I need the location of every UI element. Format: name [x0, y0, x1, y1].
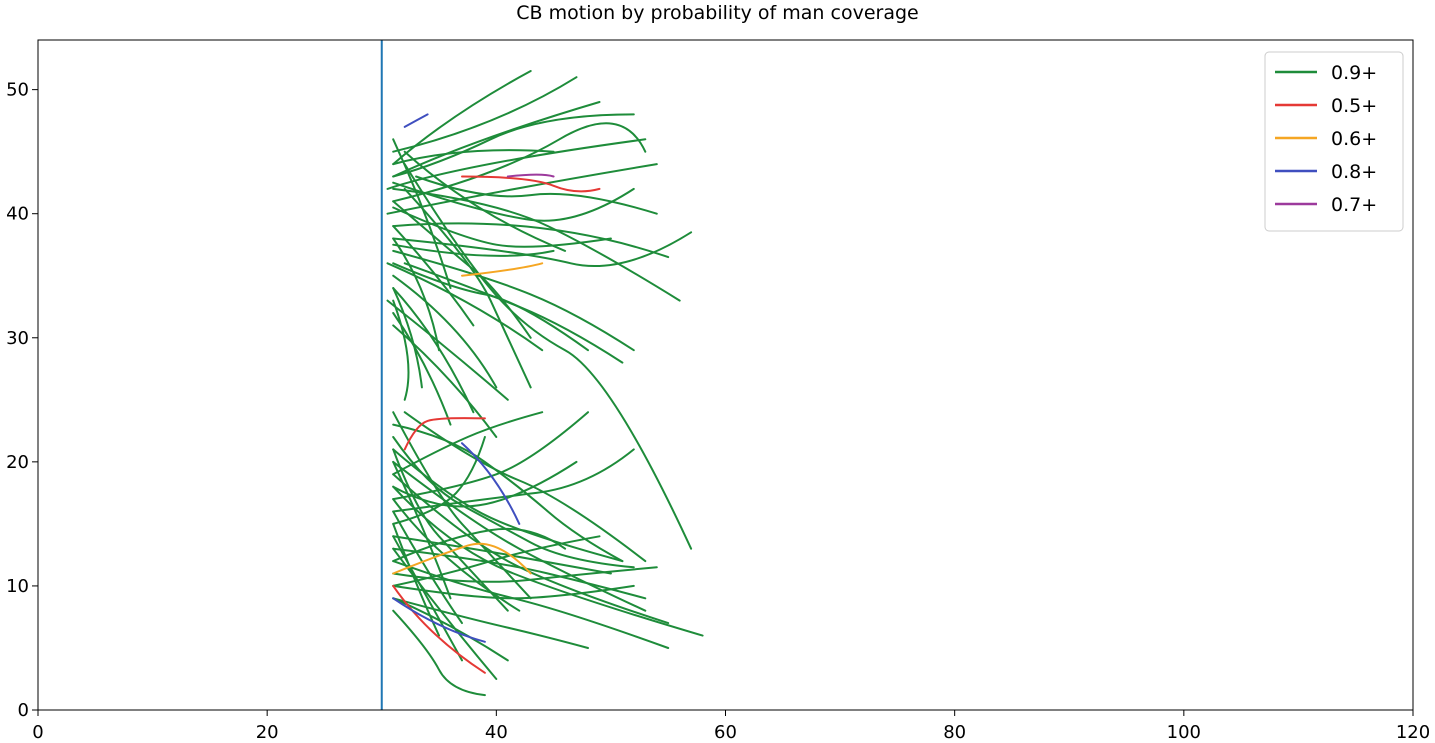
x-tick-label-6: 120	[1396, 722, 1430, 743]
series-line-0-47	[392, 609, 486, 697]
y-tick-label-1: 10	[6, 576, 29, 597]
series-line-1-2	[392, 584, 486, 674]
series-line-0-53	[392, 460, 578, 508]
series-line-0-21	[392, 200, 532, 339]
series-line-0-58	[392, 527, 567, 563]
series-line-0-17	[403, 163, 693, 550]
series-line-0-11	[386, 299, 509, 401]
y-tick-label-4: 40	[6, 204, 29, 225]
legend-label-1: 0.5+	[1331, 95, 1377, 117]
series-line-0-52	[392, 460, 452, 600]
series-line-2-1	[461, 262, 544, 277]
y-tick-label-0: 0	[18, 700, 29, 721]
series-line-0-32	[392, 299, 410, 401]
series-line-1-0	[461, 175, 601, 193]
series-line-0-30	[403, 187, 532, 389]
series-line-0-51	[392, 448, 509, 612]
series-line-0-27	[392, 181, 635, 222]
series-line-0-20	[392, 187, 681, 302]
series-line-0-54	[392, 411, 589, 501]
x-tick-label-1: 20	[256, 722, 279, 743]
x-tick-label-5: 100	[1167, 722, 1201, 743]
series-line-0-61	[392, 535, 601, 587]
series-line-4-0	[506, 173, 555, 178]
series-line-0-8	[386, 262, 544, 352]
series-line-3-0	[403, 113, 429, 128]
legend-label-3: 0.8+	[1331, 161, 1377, 183]
series-line-0-14	[392, 138, 452, 290]
series-line-0-9	[392, 274, 498, 389]
x-tick-label-0: 0	[32, 722, 43, 743]
y-tick-label-5: 50	[6, 80, 29, 101]
series-line-0-26	[392, 149, 555, 166]
legend: 0.9+ 0.5+ 0.6+ 0.8+ 0.7+	[1264, 51, 1404, 232]
series-lines-layer	[386, 70, 704, 697]
legend-box	[1264, 51, 1404, 232]
series-line-0-7	[392, 249, 635, 352]
series-line-0-15	[403, 150, 567, 252]
axes-frame	[37, 39, 1414, 711]
series-line-0-59	[392, 411, 544, 476]
x-tick-label-4: 80	[943, 722, 966, 743]
y-tick-label-3: 30	[6, 328, 29, 349]
series-line-0-19	[392, 113, 635, 178]
y-axis-ticks: 0 10 20 30 40 50	[6, 80, 38, 721]
series-line-0-28	[392, 206, 612, 248]
legend-label-0: 0.9+	[1331, 62, 1377, 84]
series-line-0-16	[392, 76, 578, 153]
series-line-0-31	[392, 287, 423, 389]
series-line-3-2	[392, 597, 486, 643]
series-line-0-4	[386, 163, 658, 215]
chart-title: CB motion by probability of man coverage	[516, 2, 919, 24]
series-line-0-2	[386, 138, 647, 190]
series-line-0-25	[392, 262, 589, 352]
series-line-0-36	[392, 473, 670, 625]
series-line-0-57	[392, 547, 647, 600]
y-tick-label-2: 20	[6, 452, 29, 473]
series-line-0-37	[392, 485, 704, 637]
series-line-0-10	[392, 287, 475, 414]
x-tick-label-2: 40	[485, 722, 508, 743]
series-line-1-1	[403, 417, 486, 451]
x-tick-label-3: 60	[714, 722, 737, 743]
series-line-0-29	[392, 243, 555, 257]
series-line-0-1	[392, 101, 601, 178]
series-line-0-62	[392, 597, 589, 649]
x-axis-ticks: 0 20 40 60 80 100 120	[32, 710, 1430, 743]
series-line-3-1	[461, 442, 521, 525]
series-line-0-13	[392, 324, 498, 438]
series-line-2-0	[392, 542, 532, 575]
legend-label-4: 0.7+	[1331, 194, 1377, 216]
series-line-0-6	[392, 231, 693, 268]
series-line-0-42	[392, 547, 498, 680]
legend-label-2: 0.6+	[1331, 128, 1377, 150]
series-line-0-44	[392, 566, 658, 583]
series-line-0-49	[403, 411, 647, 563]
series-line-0-34	[392, 448, 624, 563]
series-line-0-33	[392, 436, 635, 569]
series-line-0-50	[392, 411, 532, 600]
series-line-0-35	[392, 460, 647, 612]
series-line-0-23	[392, 237, 440, 352]
series-line-0-48	[392, 423, 624, 563]
series-line-0-39	[392, 510, 463, 625]
series-line-0-45	[392, 584, 635, 600]
